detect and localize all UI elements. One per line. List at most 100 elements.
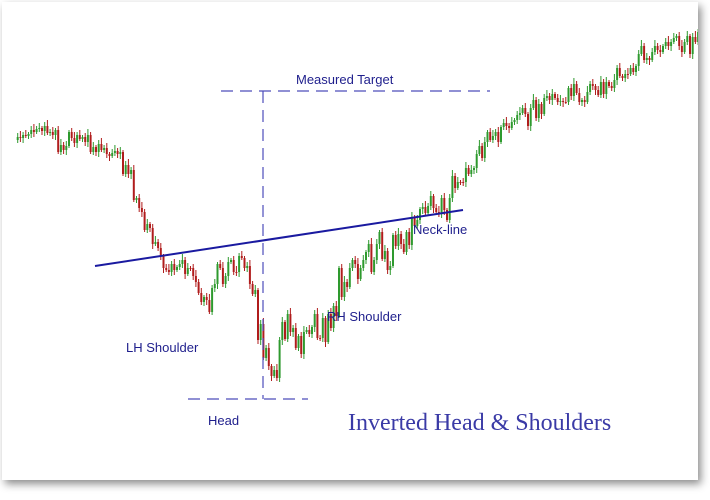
candle-body: [464, 168, 467, 182]
candle-body: [591, 84, 594, 86]
candle-body: [329, 314, 332, 328]
candle-body: [197, 282, 200, 293]
candle-body: [24, 135, 27, 136]
candle-body: [189, 268, 192, 269]
candle-body: [365, 252, 367, 260]
candle-body: [84, 137, 87, 142]
candle-body: [400, 234, 403, 244]
candle-body: [170, 264, 173, 272]
candle-body: [270, 366, 273, 376]
candle-body: [691, 37, 694, 54]
candle-body: [259, 324, 262, 340]
candle-body: [59, 145, 62, 152]
candle-body: [173, 264, 176, 270]
candle-body: [95, 147, 97, 152]
candle-body: [586, 92, 589, 102]
candle-body: [651, 52, 654, 60]
candle-body: [124, 165, 127, 174]
candle-body: [513, 120, 516, 122]
candle-body: [697, 32, 698, 42]
candle-body: [518, 113, 521, 115]
candle-body: [43, 126, 46, 131]
candle-body: [122, 152, 124, 174]
candle-body: [524, 108, 527, 114]
candle-body: [111, 153, 114, 156]
candle-body: [324, 318, 327, 342]
candle-body: [319, 338, 322, 339]
chart-title: Inverted Head & Shoulders: [348, 410, 611, 436]
candle-body: [176, 267, 178, 270]
candle-body: [362, 260, 365, 268]
candle-body: [494, 132, 497, 136]
candle-body: [470, 170, 473, 174]
candle-body: [610, 86, 613, 88]
candle-body: [410, 218, 413, 245]
candle-body: [65, 146, 68, 150]
candle-body: [348, 268, 351, 287]
candle-body: [221, 268, 224, 284]
candle-body: [532, 100, 535, 108]
candle-body: [340, 268, 343, 297]
candle-body: [41, 128, 43, 131]
candle-body: [559, 101, 562, 102]
candle-body: [22, 135, 25, 138]
candle-body: [284, 322, 286, 339]
candle-body: [211, 288, 214, 312]
candle-body: [397, 234, 400, 246]
candle-body: [62, 145, 65, 150]
candle-body: [416, 220, 419, 226]
candle-body: [351, 260, 354, 268]
candle-body: [127, 165, 130, 174]
candle-body: [392, 235, 394, 266]
candle-body: [443, 198, 446, 210]
candle-body: [640, 46, 643, 54]
candle-body: [451, 176, 454, 198]
candle-body: [567, 88, 570, 102]
candle-body: [659, 50, 662, 52]
candle-body: [230, 260, 232, 262]
candle-body: [35, 129, 38, 132]
candle-body: [675, 36, 678, 38]
lh-shoulder-label: LH Shoulder: [126, 340, 199, 355]
candle-body: [167, 270, 170, 272]
candle-body: [289, 314, 292, 332]
candle-body: [238, 256, 241, 272]
head-label: Head: [208, 413, 239, 428]
candle-body: [594, 86, 597, 90]
candle-body: [486, 132, 489, 142]
candle-body: [581, 100, 583, 102]
candle-body: [251, 284, 254, 294]
candle-body: [159, 248, 162, 256]
candle-body: [113, 151, 116, 153]
candle-body: [624, 74, 627, 78]
candle-body: [297, 336, 300, 348]
candle-body: [105, 148, 108, 154]
candle-body: [51, 132, 54, 135]
candle-body: [572, 84, 575, 96]
candle-body: [613, 80, 616, 88]
candle-body: [354, 260, 357, 264]
candle-body: [76, 135, 79, 143]
candle-body: [589, 84, 592, 92]
candle-body: [346, 282, 349, 287]
candle-body: [408, 232, 411, 245]
candle-body: [648, 58, 651, 60]
candle-body: [570, 88, 573, 96]
candle-body: [643, 46, 646, 60]
candle-body: [419, 209, 421, 220]
candle-body: [689, 36, 691, 54]
candle-body: [68, 132, 70, 146]
candle-body: [421, 207, 424, 209]
candle-body: [446, 210, 448, 220]
rh-shoulder-label: RH Shoulder: [327, 309, 402, 324]
candle-body: [413, 218, 416, 226]
candle-body: [327, 314, 330, 342]
candle-body: [78, 135, 81, 139]
candle-body: [500, 127, 502, 142]
candle-body: [103, 148, 106, 150]
candle-body: [119, 152, 122, 154]
candle-body: [402, 244, 405, 252]
candle-body: [286, 314, 289, 339]
candle-body: [656, 46, 659, 50]
candle-body: [46, 126, 49, 133]
